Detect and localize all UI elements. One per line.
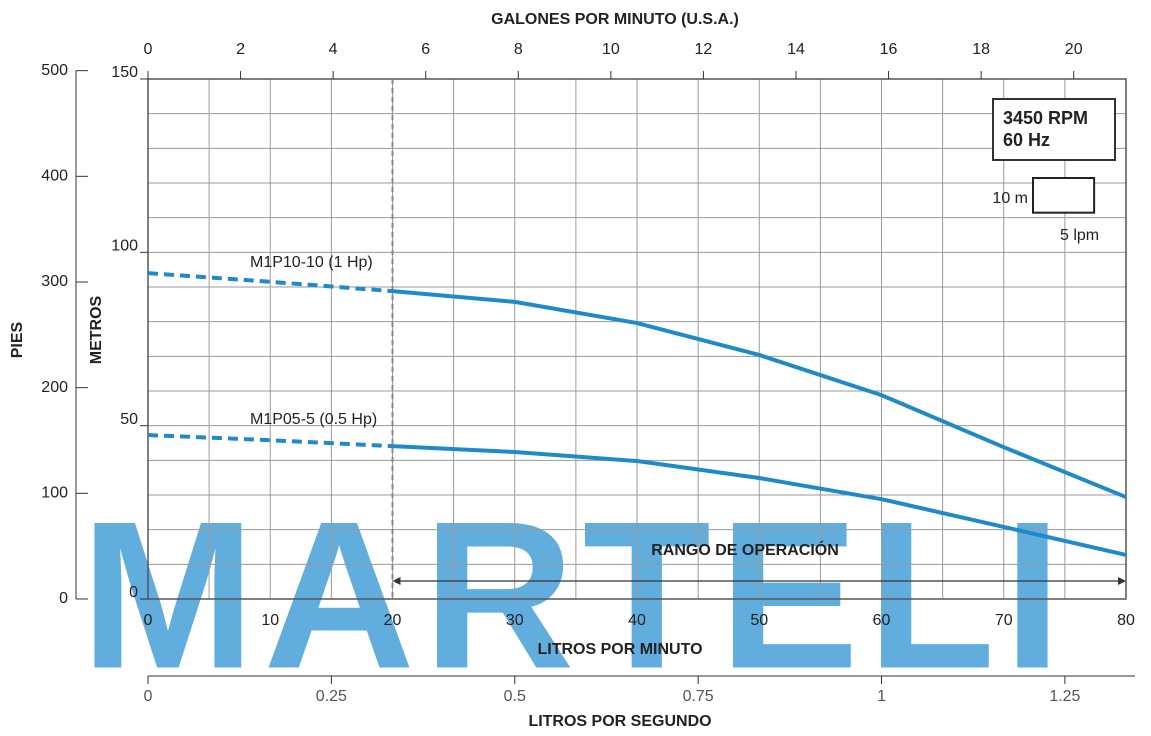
y2-tick-label: 200	[41, 379, 68, 396]
x2-axis-title: GALONES POR MINUTO (U.S.A.)	[491, 11, 739, 28]
x3-tick-label: 0.25	[316, 688, 347, 705]
x2-tick-label: 8	[514, 41, 523, 58]
curve	[147, 271, 393, 294]
x-tick-label: 60	[873, 612, 891, 629]
x2-tick-label: 4	[329, 41, 338, 58]
y2-tick-label: 400	[41, 168, 68, 185]
y2-tick-label: 100	[41, 485, 68, 502]
y2-axis-title: PIES	[9, 321, 26, 358]
y-axis-title: METROS	[88, 295, 105, 364]
x-tick-label: 80	[1117, 612, 1135, 629]
x3-axis-title: LITROS POR SEGUNDO	[528, 713, 711, 730]
scale-width-label: 5 lpm	[1060, 227, 1099, 244]
x-tick-label: 0	[144, 612, 153, 629]
y2-tick-label: 0	[59, 590, 68, 607]
x2-tick-label: 6	[421, 41, 430, 58]
x2-tick-label: 2	[236, 41, 245, 58]
y-tick-label: 100	[111, 238, 138, 255]
y-tick-label: 150	[111, 64, 138, 81]
plot-frame	[147, 78, 1127, 600]
scale-height-label: 10 m	[992, 190, 1028, 207]
x3-tick-label: 0.5	[504, 688, 526, 705]
x2-tick-label: 20	[1065, 41, 1083, 58]
x2-tick-label: 12	[695, 41, 713, 58]
x-tick-label: 40	[628, 612, 646, 629]
series-label: M1P10-10 (1 Hp)	[250, 254, 373, 271]
x3-tick-label: 1.25	[1049, 688, 1080, 705]
x3-tick-label: 1	[877, 688, 886, 705]
x2-tick-label: 0	[144, 41, 153, 58]
x2-tick-label: 10	[602, 41, 620, 58]
curve	[147, 433, 393, 449]
legend-text: 60 Hz	[1003, 130, 1050, 150]
y2-tick-label: 500	[41, 62, 68, 79]
x-tick-label: 50	[750, 612, 768, 629]
scale-box	[1032, 177, 1096, 214]
x-axis-title: LITROS POR MINUTO	[537, 641, 702, 658]
watermark: MARTELI	[80, 477, 1069, 712]
curve	[392, 444, 1127, 557]
y2-tick-label: 300	[41, 273, 68, 290]
x2-tick-label: 18	[972, 41, 990, 58]
series-label: M1P05-5 (0.5 Hp)	[250, 411, 377, 428]
curve	[392, 289, 1127, 499]
x-tick-label: 10	[261, 612, 279, 629]
range-label: RANGO DE OPERACIÓN	[651, 540, 839, 559]
y-tick-label: 50	[120, 411, 138, 428]
x-tick-label: 30	[506, 612, 524, 629]
legend-box	[992, 98, 1116, 161]
x-tick-label: 20	[384, 612, 402, 629]
y-tick-label: 0	[129, 584, 138, 601]
legend-text: 3450 RPM	[1003, 108, 1088, 128]
x2-tick-label: 14	[787, 41, 805, 58]
x3-tick-label: 0	[144, 688, 153, 705]
x2-tick-label: 16	[880, 41, 898, 58]
x-tick-label: 70	[995, 612, 1013, 629]
x3-tick-label: 0.75	[683, 688, 714, 705]
